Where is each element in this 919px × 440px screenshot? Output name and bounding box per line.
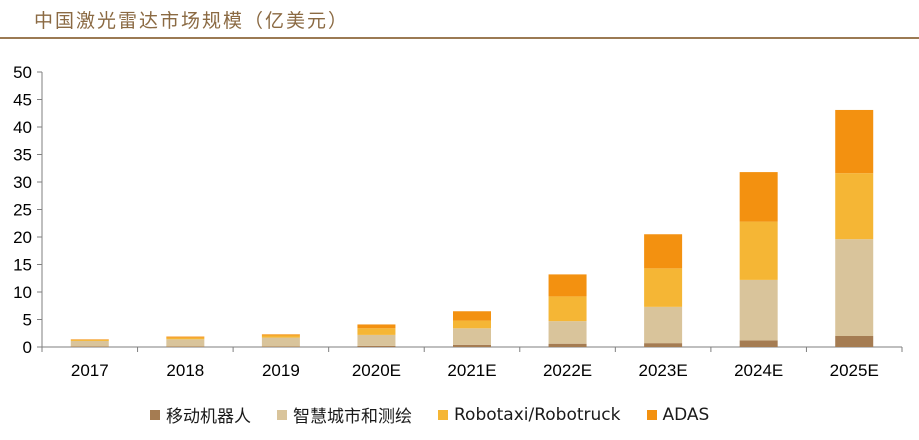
legend-swatch	[277, 409, 287, 420]
y-tick-label: 15	[13, 256, 32, 275]
bar-segment	[739, 172, 778, 222]
legend-swatch	[150, 409, 160, 420]
bar-segment	[357, 328, 396, 335]
x-tick-label: 2019	[262, 361, 300, 380]
y-tick-label: 45	[13, 91, 32, 110]
legend-swatch	[646, 409, 657, 420]
x-tick-label: 2018	[166, 361, 204, 380]
bar-segment	[166, 337, 205, 340]
y-tick-label: 10	[13, 283, 32, 302]
bar-segment	[70, 346, 109, 347]
x-axis: 2017 2018 2019 2020E 2021E 2022E 2023E 2024E 202…	[41, 346, 903, 380]
bar-segment	[644, 306, 683, 344]
bar-segment	[166, 336, 205, 338]
bars	[70, 109, 874, 347]
legend-item: Robotaxi/Robotruck	[438, 405, 621, 425]
bar-segment	[357, 334, 396, 346]
legend-label: ADAS	[662, 404, 710, 425]
y-tick-label: 20	[13, 228, 32, 247]
y-tick-label: 25	[13, 201, 32, 220]
bar-segment	[453, 320, 491, 329]
bar-segment	[644, 234, 683, 269]
y-tick-label: 40	[13, 118, 32, 137]
y-tick-label: 0	[23, 338, 32, 357]
legend-label: 移动机器人	[166, 407, 251, 427]
bar-segment	[548, 321, 587, 344]
bar-segment	[70, 339, 109, 341]
legend-item: 智慧城市和测绘	[277, 402, 412, 427]
bar-segment	[453, 311, 491, 321]
x-tick-label: 2017	[71, 361, 109, 380]
y-tick-label: 5	[23, 311, 32, 330]
bar-segment	[644, 268, 683, 307]
bar-segment	[261, 346, 300, 347]
x-tick-label: 2023E	[639, 361, 688, 380]
legend-swatch	[438, 409, 448, 420]
bar-segment	[835, 239, 874, 336]
bar-segment	[261, 334, 300, 336]
y-tick-label: 35	[13, 146, 32, 165]
legend: 移动机器人 智慧城市和测绘 Robotaxi/Robotruck ADAS	[150, 402, 735, 427]
legend-item: ADAS	[646, 404, 710, 425]
x-tick-label: 2022E	[543, 361, 592, 380]
bar-segment	[835, 109, 874, 174]
bar-segment	[739, 340, 778, 347]
bar-segment	[453, 344, 491, 347]
bar-segment	[548, 296, 587, 322]
bar-segment	[644, 343, 683, 347]
bar-segment	[835, 173, 874, 240]
x-tick-label: 2025E	[830, 361, 879, 380]
legend-item: 移动机器人	[150, 402, 251, 427]
bar-segment	[739, 221, 778, 280]
bar-segment	[453, 328, 491, 345]
bar-segment	[166, 346, 205, 347]
x-tick-label: 2024E	[734, 361, 783, 380]
x-tick-label: 2020E	[352, 361, 401, 380]
bar-segment	[739, 279, 778, 341]
bar-segment	[70, 340, 109, 347]
legend-label: Robotaxi/Robotruck	[454, 404, 621, 425]
bar-segment	[261, 337, 300, 347]
y-tick-label: 30	[13, 173, 32, 192]
bar-segment	[548, 343, 587, 347]
bar-segment	[166, 339, 205, 347]
bar-segment	[357, 345, 396, 347]
legend-label: 智慧城市和测绘	[293, 407, 412, 427]
bar-segment	[548, 274, 587, 297]
y-axis: 0 5 10 15 20 25 30 35 40 45 50	[13, 63, 43, 357]
bar-segment	[835, 336, 874, 347]
bar-segment	[357, 324, 396, 329]
y-tick-label: 50	[13, 63, 32, 82]
x-tick-label: 2021E	[447, 361, 496, 380]
page-title: 中国激光雷达市场规模（亿美元）	[34, 10, 350, 32]
bar-segment	[261, 335, 300, 338]
bar-segment	[70, 339, 109, 340]
